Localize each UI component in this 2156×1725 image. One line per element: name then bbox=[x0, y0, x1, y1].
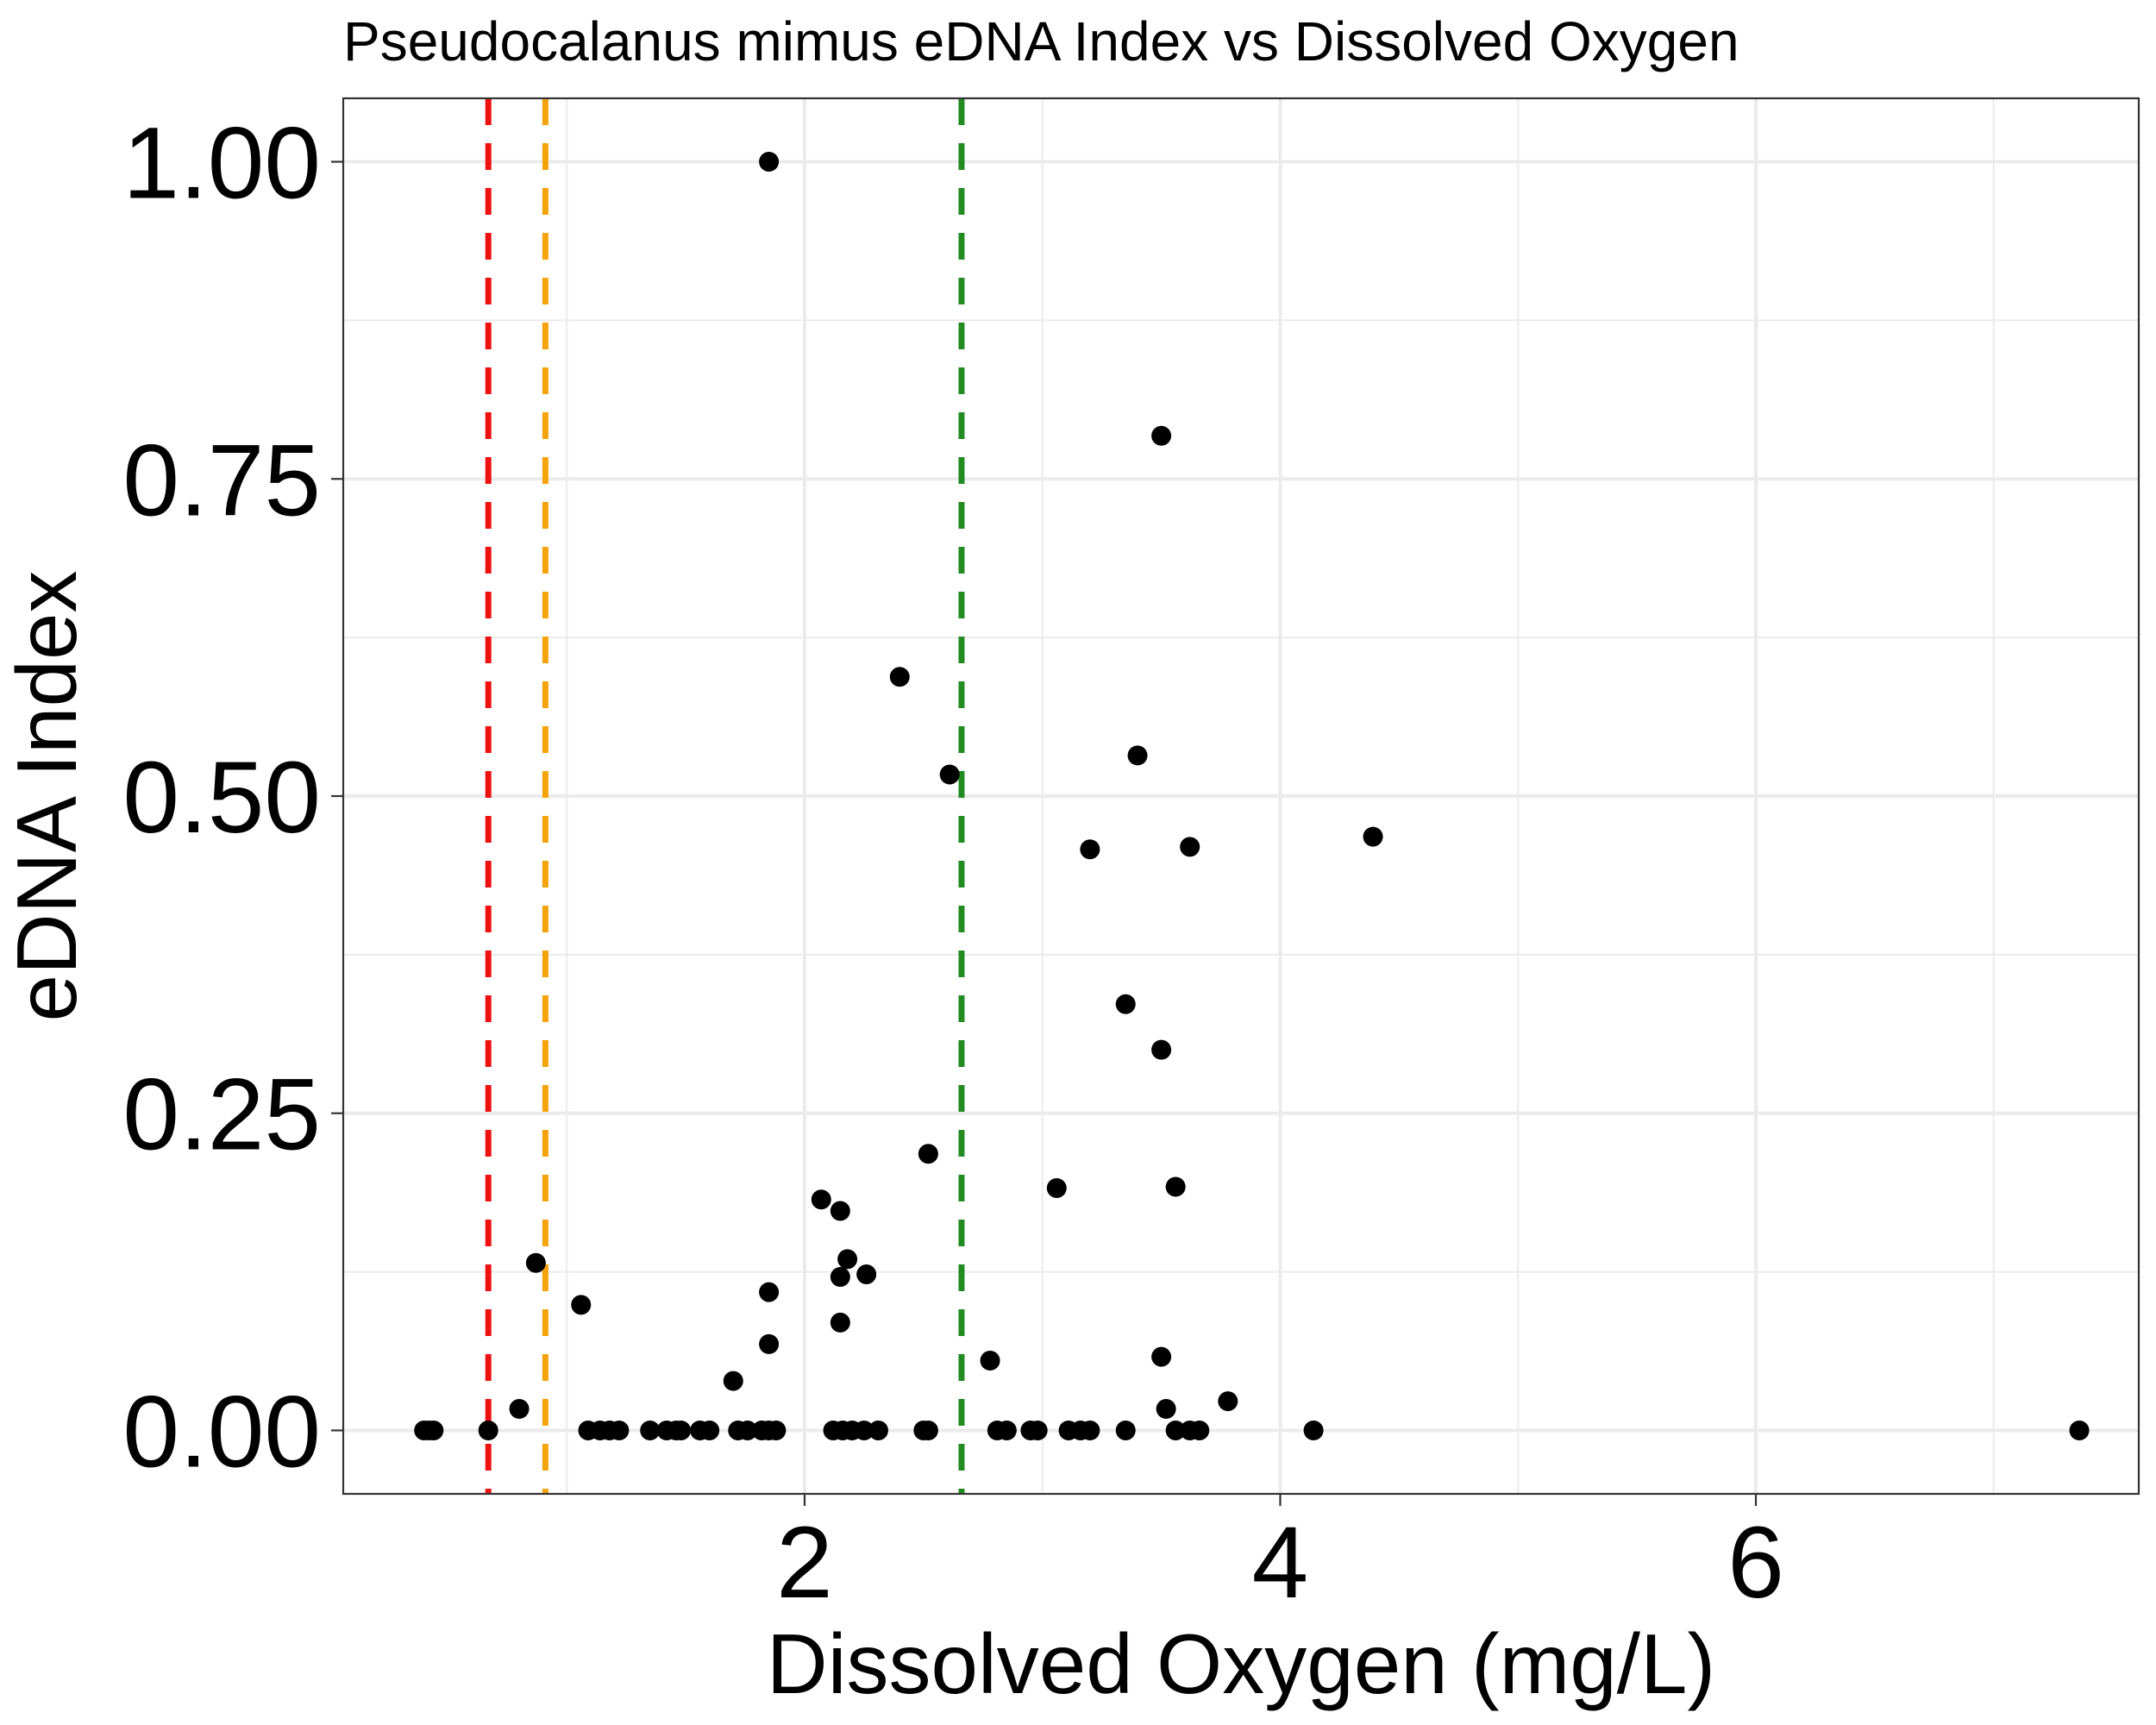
data-points bbox=[414, 152, 2090, 1440]
data-point bbox=[837, 1249, 858, 1270]
data-point bbox=[939, 764, 960, 785]
data-point bbox=[640, 1420, 661, 1440]
data-point bbox=[1080, 839, 1100, 860]
data-point bbox=[1115, 1420, 1136, 1440]
data-point bbox=[1151, 425, 1172, 446]
data-point bbox=[525, 1252, 546, 1273]
data-point bbox=[1363, 826, 1383, 847]
data-point bbox=[1046, 1178, 1067, 1199]
data-point bbox=[811, 1189, 831, 1210]
data-point bbox=[854, 1420, 874, 1440]
data-point bbox=[918, 1144, 938, 1164]
data-point bbox=[1151, 1039, 1172, 1060]
data-point bbox=[1151, 1346, 1172, 1367]
data-point bbox=[509, 1398, 530, 1419]
data-point bbox=[1080, 1420, 1100, 1440]
data-point bbox=[671, 1420, 692, 1440]
data-point bbox=[1027, 1420, 1048, 1440]
data-point bbox=[1156, 1398, 1176, 1419]
data-point bbox=[1127, 745, 1148, 766]
data-point bbox=[766, 1420, 787, 1440]
data-point bbox=[918, 1420, 938, 1440]
data-point bbox=[830, 1201, 850, 1221]
data-point bbox=[1165, 1420, 1186, 1440]
y-tick-label: 0.25 bbox=[122, 1058, 321, 1172]
data-point bbox=[1115, 994, 1136, 1014]
reference-lines bbox=[485, 98, 965, 1494]
x-tick-label: 4 bbox=[1252, 1506, 1309, 1620]
x-axis: 2 4 6 bbox=[776, 1494, 1784, 1620]
data-point bbox=[571, 1295, 592, 1315]
data-point bbox=[980, 1351, 1000, 1371]
y-axis: 0.00 0.25 0.50 0.75 1.00 bbox=[122, 107, 343, 1489]
data-point bbox=[1189, 1420, 1210, 1440]
data-point bbox=[830, 1266, 850, 1287]
y-tick-label: 1.00 bbox=[122, 107, 321, 221]
data-point bbox=[1180, 837, 1200, 857]
data-point bbox=[830, 1312, 850, 1333]
data-point bbox=[723, 1371, 743, 1391]
data-point bbox=[759, 1282, 780, 1302]
x-axis-title: Dissolved Oxygen (mg/L) bbox=[767, 1616, 1715, 1711]
data-point bbox=[759, 152, 780, 172]
data-point bbox=[868, 1420, 888, 1440]
y-tick-label: 0.75 bbox=[122, 423, 321, 537]
data-point bbox=[996, 1420, 1017, 1440]
y-tick-label: 0.50 bbox=[122, 741, 321, 855]
data-point bbox=[737, 1420, 758, 1440]
data-point bbox=[1165, 1176, 1186, 1197]
data-point bbox=[759, 1333, 780, 1354]
y-axis-title: eDNA Index bbox=[0, 571, 94, 1022]
x-tick-label: 2 bbox=[776, 1506, 833, 1620]
data-point bbox=[856, 1264, 877, 1285]
chart-title: Pseudocalanus mimus eDNA Index vs Dissol… bbox=[343, 10, 1739, 72]
y-tick-label: 0.00 bbox=[122, 1375, 321, 1489]
data-point bbox=[609, 1420, 630, 1440]
data-point bbox=[2069, 1420, 2090, 1440]
data-point bbox=[1303, 1420, 1324, 1440]
data-point bbox=[1218, 1391, 1238, 1412]
x-tick-label: 6 bbox=[1727, 1506, 1784, 1620]
data-point bbox=[478, 1420, 498, 1440]
data-point bbox=[889, 667, 910, 687]
data-point bbox=[699, 1420, 720, 1440]
data-point bbox=[423, 1420, 444, 1440]
